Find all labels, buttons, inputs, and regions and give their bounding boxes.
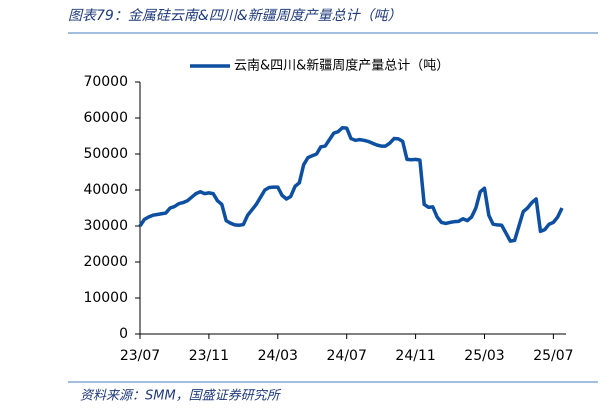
source: 资料来源：SMM，国盛证券研究所 — [80, 388, 282, 404]
x-tick-label: 24/11 — [395, 348, 435, 364]
x-tick-label: 24/07 — [327, 348, 367, 364]
y-tick-label: 50000 — [83, 146, 128, 162]
y-tick-label: 40000 — [83, 182, 128, 198]
y-tick-label: 60000 — [83, 110, 128, 126]
chart-title: 图表79：金属硅云南&四川&新疆周度产量总计（吨） — [68, 8, 402, 24]
x-tick-label: 23/07 — [120, 348, 160, 364]
y-tick-label: 10000 — [83, 290, 128, 306]
y-tick-label: 20000 — [83, 254, 128, 270]
data-line — [138, 125, 564, 243]
x-tick-label: 25/03 — [464, 348, 504, 364]
legend-label: 云南&四川&新疆周度产量总计（吨） — [234, 58, 449, 74]
y-tick-label: 70000 — [83, 74, 128, 90]
x-tick-label: 25/07 — [533, 348, 573, 364]
y-tick-label: 30000 — [83, 218, 128, 234]
x-tick-label: 23/11 — [189, 348, 229, 364]
x-tick-label: 24/03 — [258, 348, 298, 364]
y-tick-label: 0 — [119, 326, 128, 342]
